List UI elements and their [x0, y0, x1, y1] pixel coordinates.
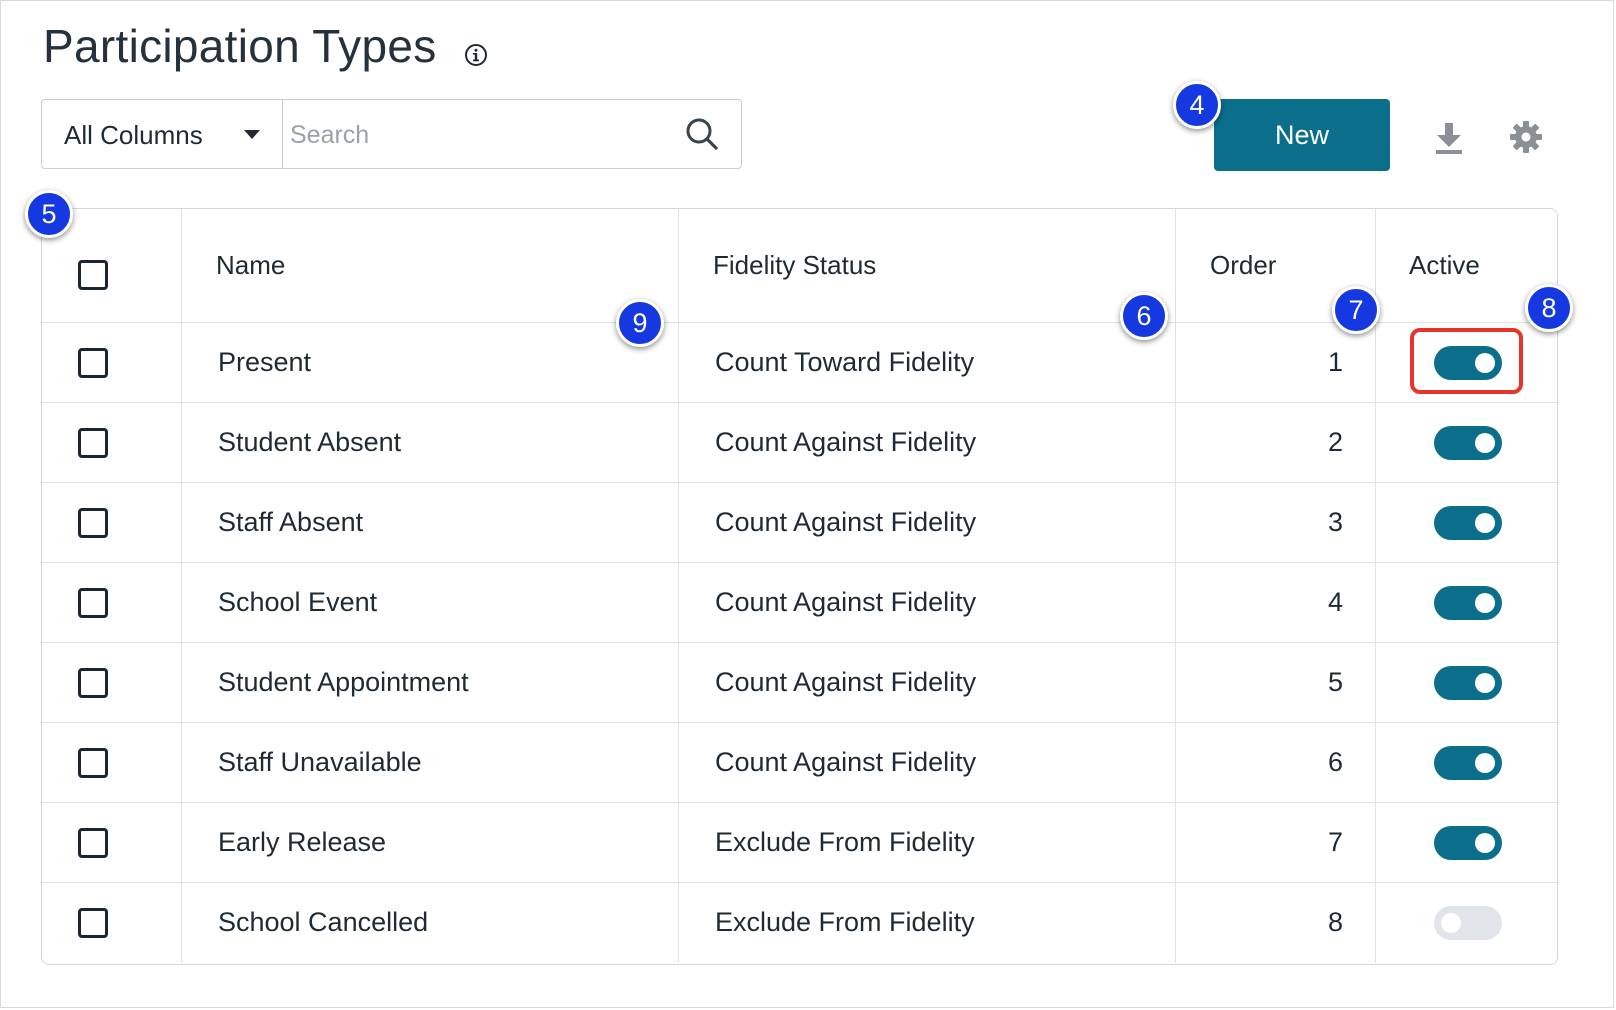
- table-row: Student Absent Count Against Fidelity 2: [42, 403, 1557, 483]
- row-name: Early Release: [218, 827, 387, 857]
- column-filter-label: All Columns: [64, 120, 203, 150]
- row-fidelity-status: Exclude From Fidelity: [715, 907, 975, 937]
- download-icon[interactable]: [1434, 121, 1464, 155]
- gear-icon[interactable]: [1509, 120, 1543, 154]
- row-order: 6: [1327, 747, 1343, 777]
- chevron-down-icon: [244, 130, 260, 139]
- header-name[interactable]: Name: [216, 250, 286, 280]
- row-checkbox[interactable]: [78, 428, 108, 458]
- row-checkbox[interactable]: [78, 508, 108, 538]
- toggle-knob: [1475, 433, 1495, 453]
- active-toggle[interactable]: [1434, 826, 1502, 860]
- toggle-knob: [1475, 353, 1495, 373]
- header-fidelity-status[interactable]: Fidelity Status: [713, 250, 877, 280]
- active-toggle[interactable]: [1434, 586, 1502, 620]
- annotation-marker-8: 8: [1525, 284, 1573, 332]
- row-checkbox[interactable]: [78, 908, 108, 938]
- table-row: School Cancelled Exclude From Fidelity 8: [42, 883, 1557, 963]
- table-row: Staff Unavailable Count Against Fidelity 6: [42, 723, 1557, 803]
- row-checkbox[interactable]: [78, 828, 108, 858]
- toggle-knob: [1441, 913, 1461, 933]
- active-toggle[interactable]: [1434, 666, 1502, 700]
- active-toggle[interactable]: [1434, 426, 1502, 460]
- row-order: 4: [1327, 587, 1343, 617]
- select-all-checkbox[interactable]: [78, 260, 108, 290]
- toggle-knob: [1475, 513, 1495, 533]
- active-toggle[interactable]: [1434, 346, 1502, 380]
- row-checkbox[interactable]: [78, 348, 108, 378]
- annotation-marker-9: 9: [616, 299, 664, 347]
- header-active[interactable]: Active: [1409, 250, 1480, 280]
- row-order: 8: [1327, 907, 1343, 937]
- table-row: Present Count Toward Fidelity 1: [42, 323, 1557, 403]
- row-checkbox[interactable]: [78, 748, 108, 778]
- row-order: 2: [1327, 427, 1343, 457]
- column-filter-dropdown[interactable]: All Columns: [42, 100, 283, 168]
- row-name: Staff Unavailable: [218, 747, 422, 777]
- table-row: Early Release Exclude From Fidelity 7: [42, 803, 1557, 883]
- highlight-box: [1410, 328, 1523, 394]
- table-header-row: Name Fidelity Status Order Active: [42, 209, 1557, 323]
- annotation-marker-5: 5: [25, 190, 73, 238]
- row-fidelity-status: Exclude From Fidelity: [715, 827, 975, 857]
- row-order: 3: [1327, 507, 1343, 537]
- new-button[interactable]: New: [1214, 99, 1390, 171]
- page-title: Participation Types: [43, 20, 437, 72]
- row-order: 5: [1327, 667, 1343, 697]
- active-toggle[interactable]: [1434, 906, 1502, 940]
- annotation-marker-7: 7: [1332, 286, 1380, 334]
- search-input[interactable]: [288, 108, 672, 162]
- toggle-knob: [1475, 753, 1495, 773]
- table-row: School Event Count Against Fidelity 4: [42, 563, 1557, 643]
- row-name: Present: [218, 347, 312, 377]
- row-fidelity-status: Count Against Fidelity: [715, 587, 977, 617]
- participation-types-table: Name Fidelity Status Order Active Presen…: [41, 208, 1558, 965]
- toggle-knob: [1475, 833, 1495, 853]
- search-icon[interactable]: [682, 114, 722, 154]
- info-icon[interactable]: [464, 43, 488, 67]
- row-name: Staff Absent: [218, 507, 364, 537]
- row-fidelity-status: Count Against Fidelity: [715, 427, 977, 457]
- row-order: 7: [1327, 827, 1343, 857]
- row-checkbox[interactable]: [78, 668, 108, 698]
- row-fidelity-status: Count Against Fidelity: [715, 507, 977, 537]
- annotation-marker-4: 4: [1173, 81, 1221, 129]
- row-name: School Event: [218, 587, 378, 617]
- toggle-knob: [1475, 593, 1495, 613]
- row-fidelity-status: Count Toward Fidelity: [715, 347, 975, 377]
- header-order[interactable]: Order: [1210, 250, 1277, 280]
- table-row: Student Appointment Count Against Fidelit…: [42, 643, 1557, 723]
- row-fidelity-status: Count Against Fidelity: [715, 747, 977, 777]
- row-order: 1: [1327, 347, 1343, 377]
- row-name: School Cancelled: [218, 907, 429, 937]
- toggle-knob: [1475, 673, 1495, 693]
- active-toggle[interactable]: [1434, 506, 1502, 540]
- table-row: Staff Absent Count Against Fidelity 3: [42, 483, 1557, 563]
- annotation-marker-6: 6: [1120, 292, 1168, 340]
- active-toggle[interactable]: [1434, 746, 1502, 780]
- search-bar: All Columns: [41, 99, 742, 169]
- row-fidelity-status: Count Against Fidelity: [715, 667, 977, 697]
- row-checkbox[interactable]: [78, 588, 108, 618]
- row-name: Student Appointment: [218, 667, 469, 697]
- row-name: Student Absent: [218, 427, 402, 457]
